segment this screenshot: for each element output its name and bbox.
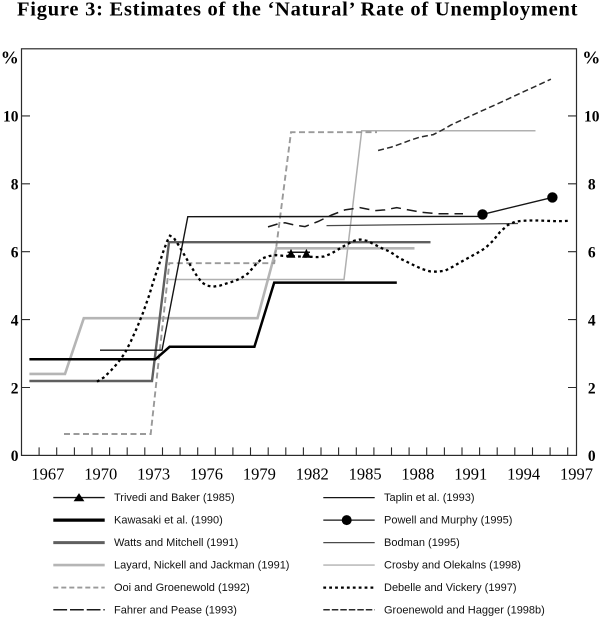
svg-text:Debelle and Vickery (1997): Debelle and Vickery (1997) (384, 582, 516, 594)
svg-text:%: % (582, 48, 600, 68)
svg-text:Fahrer and Pease (1993): Fahrer and Pease (1993) (114, 604, 237, 616)
svg-text:Bodman (1995): Bodman (1995) (384, 537, 460, 549)
svg-text:1991: 1991 (454, 464, 487, 483)
svg-text:Kawasaki et al. (1990): Kawasaki et al. (1990) (114, 515, 223, 527)
svg-text:Powell and Murphy (1995): Powell and Murphy (1995) (384, 515, 512, 527)
svg-text:4: 4 (588, 312, 596, 329)
svg-text:8: 8 (11, 177, 19, 194)
svg-text:2: 2 (11, 380, 19, 397)
svg-text:2: 2 (588, 380, 596, 397)
svg-text:1970: 1970 (84, 464, 117, 483)
svg-text:10: 10 (584, 109, 600, 126)
svg-text:1994: 1994 (507, 464, 540, 483)
svg-text:10: 10 (3, 109, 19, 126)
svg-text:Crosby and Olekalns (1998): Crosby and Olekalns (1998) (384, 560, 521, 572)
svg-text:1985: 1985 (349, 464, 382, 483)
svg-text:1979: 1979 (243, 464, 276, 483)
svg-text:1982: 1982 (296, 464, 329, 483)
svg-text:Watts and Mitchell (1991): Watts and Mitchell (1991) (114, 537, 238, 549)
svg-text:1976: 1976 (190, 464, 223, 483)
svg-text:Trivedi and Baker (1985): Trivedi and Baker (1985) (114, 492, 235, 504)
svg-text:1997: 1997 (560, 464, 593, 483)
svg-text:Groenewold and Hagger (1998b): Groenewold and Hagger (1998b) (384, 604, 545, 616)
svg-text:1973: 1973 (137, 464, 170, 483)
svg-text:Ooi and Groenewold (1992): Ooi and Groenewold (1992) (114, 582, 250, 594)
svg-text:1988: 1988 (401, 464, 434, 483)
svg-text:6: 6 (588, 245, 596, 262)
svg-text:Figure 3: Estimates of the ‘Na: Figure 3: Estimates of the ‘Natural’ Rat… (17, 0, 578, 20)
svg-text:%: % (1, 48, 19, 68)
svg-text:4: 4 (11, 312, 19, 329)
svg-text:Layard, Nickell and Jackman (1: Layard, Nickell and Jackman (1991) (114, 560, 289, 572)
svg-text:1967: 1967 (31, 464, 64, 483)
svg-text:6: 6 (11, 245, 19, 262)
svg-text:0: 0 (11, 448, 19, 465)
svg-text:Taplin et al. (1993): Taplin et al. (1993) (384, 492, 475, 504)
svg-text:8: 8 (588, 177, 596, 194)
svg-text:0: 0 (588, 448, 596, 465)
